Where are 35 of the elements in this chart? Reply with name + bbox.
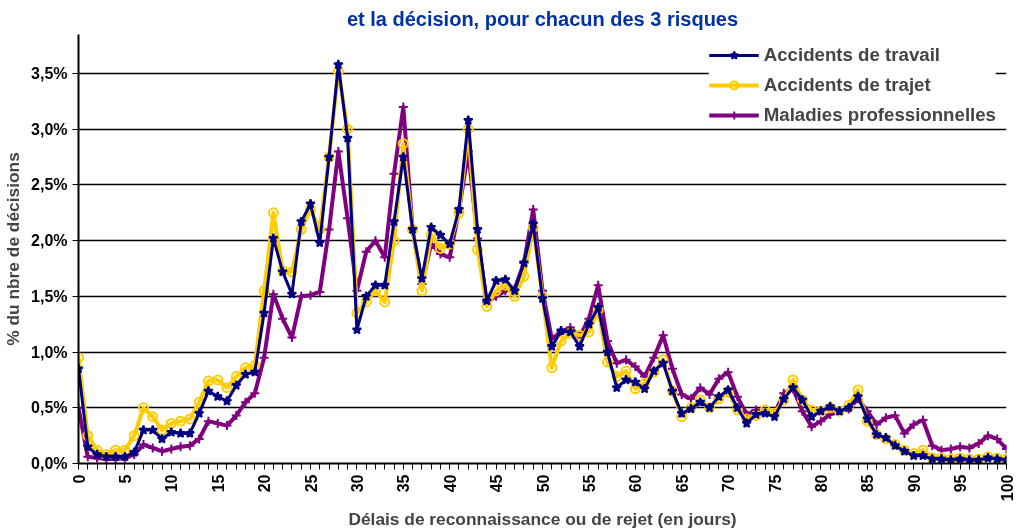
x-axis-title: Délais de reconnaissance ou de rejet (en jours) [348, 509, 737, 530]
x-tick-label: 95 [952, 474, 970, 493]
x-tick-label: 40 [441, 474, 459, 493]
x-tick-label: 20 [256, 474, 274, 493]
y-axis-title: % du nbre de décisions [3, 152, 24, 346]
y-tick-label: 1,0% [31, 343, 68, 361]
x-tick-label: 75 [766, 474, 784, 493]
y-tick-label: 2,5% [31, 176, 68, 194]
y-tick-label: 2,0% [31, 232, 68, 250]
x-tick-label: 0 [70, 474, 88, 484]
y-tick-label: 3,5% [31, 65, 68, 82]
x-tick-label: 55 [580, 474, 598, 493]
y-tick-label: 1,5% [31, 287, 68, 305]
x-tick-label: 15 [209, 474, 227, 493]
y-tick-label: 0,5% [31, 399, 68, 417]
x-tick-label: 90 [905, 474, 923, 493]
x-tick-label: 35 [395, 474, 413, 493]
chart-title: et la décision, pour chacun des 3 risques [346, 7, 739, 30]
x-tick-label: 25 [302, 474, 320, 493]
x-tick-label: 65 [673, 474, 691, 493]
legend-label: Accidents de travail [763, 44, 941, 66]
x-tick-label: 80 [812, 474, 830, 493]
legend-label: Maladies professionnelles [763, 104, 996, 126]
y-tick-label: 0,0% [31, 455, 68, 472]
x-tick-label: 45 [488, 474, 506, 493]
x-tick-label: 100 [998, 474, 1016, 502]
x-tick-label: 10 [163, 474, 181, 493]
x-tick-label: 30 [348, 474, 366, 493]
x-tick-label: 85 [859, 474, 877, 493]
x-tick-label: 50 [534, 474, 552, 493]
x-tick-label: 70 [720, 474, 738, 493]
x-tick-label: 60 [627, 474, 645, 493]
legend-label: Accidents de trajet [763, 74, 931, 96]
x-tick-label: 5 [116, 474, 134, 484]
y-tick-label: 3,0% [31, 120, 68, 138]
